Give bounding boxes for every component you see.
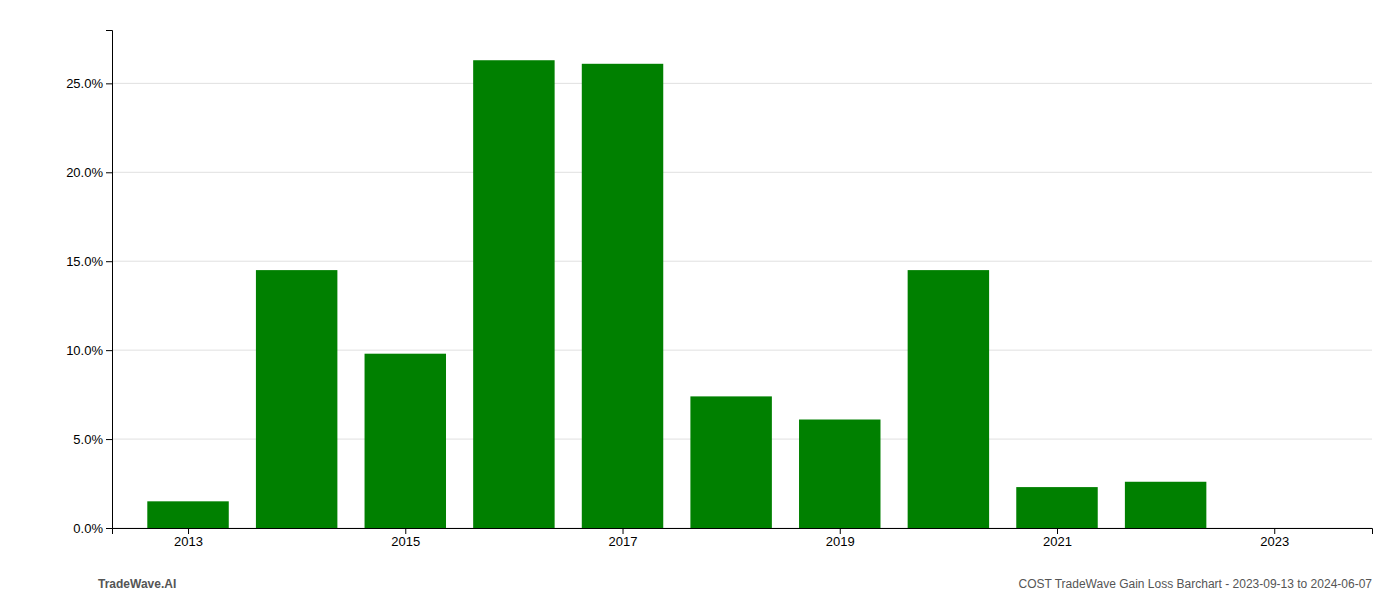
bar <box>1125 482 1206 528</box>
y-tick-line <box>106 528 112 529</box>
y-tick: 0.0% <box>73 521 112 536</box>
y-axis-line <box>106 31 113 529</box>
y-tick: 15.0% <box>66 254 112 269</box>
bars <box>147 60 1206 528</box>
y-tick: 10.0% <box>66 343 112 358</box>
y-tick-line <box>106 83 112 84</box>
x-tick: 2023 <box>1260 528 1289 549</box>
y-tick: 5.0% <box>73 432 112 447</box>
chart-svg: 2013 2015 2017 2019 2021 2023 0.0% 5.0% 10.0% 15.… <box>0 0 1400 600</box>
x-tick-label: 2017 <box>609 534 638 549</box>
bar <box>473 60 554 528</box>
bar <box>582 64 663 528</box>
x-tick-line <box>1057 528 1058 534</box>
x-tick: 2019 <box>826 528 855 549</box>
x-tick-label: 2013 <box>174 534 203 549</box>
bar <box>799 420 880 528</box>
y-tick-label: 20.0% <box>66 165 103 180</box>
x-tick-line <box>1274 528 1275 534</box>
y-tick: 25.0% <box>66 76 112 91</box>
y-tick-line <box>106 439 112 440</box>
x-tick-line <box>405 528 406 534</box>
x-tick: 2013 <box>174 528 203 549</box>
bar <box>256 270 337 528</box>
plot-area: 2013 2015 2017 2019 2021 2023 0.0% 5.0% 10.0% 15.… <box>66 31 1372 550</box>
y-tick-label: 15.0% <box>66 254 103 269</box>
x-axis-line <box>113 529 1373 535</box>
chart-container: 2013 2015 2017 2019 2021 2023 0.0% 5.0% 10.0% 15.… <box>0 0 1400 600</box>
y-tick-label: 0.0% <box>73 521 103 536</box>
y-tick-label: 25.0% <box>66 76 103 91</box>
x-tick-label: 2015 <box>391 534 420 549</box>
grid-line <box>112 83 1372 84</box>
footer-text: COST TradeWave Gain Loss Barchart - 2023… <box>1018 577 1372 591</box>
annotations: TradeWave.AI COST TradeWave Gain Loss Bar… <box>98 577 1372 591</box>
grid-line <box>112 172 1372 173</box>
y-tick-line <box>106 172 112 173</box>
x-tick-line <box>840 528 841 534</box>
bar <box>908 270 989 528</box>
y-axis: 0.0% 5.0% 10.0% 15.0% 20.0% 25.0% <box>66 31 112 536</box>
x-axis: 2013 2015 2017 2019 2021 2023 <box>113 528 1373 549</box>
y-tick-label: 5.0% <box>73 432 103 447</box>
x-tick: 2021 <box>1043 528 1072 549</box>
x-tick-line <box>188 528 189 534</box>
bar <box>365 354 446 528</box>
y-tick-line <box>106 261 112 262</box>
footer-text: TradeWave.AI <box>98 577 176 591</box>
bar <box>690 396 771 528</box>
y-tick-label: 10.0% <box>66 343 103 358</box>
x-tick-label: 2021 <box>1043 534 1072 549</box>
grid-line <box>112 261 1372 262</box>
grid <box>112 83 1372 528</box>
x-tick-line <box>623 528 624 534</box>
bar <box>1234 528 1315 529</box>
x-tick: 2017 <box>609 528 638 549</box>
x-tick: 2015 <box>391 528 420 549</box>
bar <box>147 501 228 528</box>
bar <box>1016 487 1097 528</box>
y-tick: 20.0% <box>66 165 112 180</box>
x-tick-label: 2023 <box>1260 534 1289 549</box>
y-tick-line <box>106 350 112 351</box>
x-tick-label: 2019 <box>826 534 855 549</box>
